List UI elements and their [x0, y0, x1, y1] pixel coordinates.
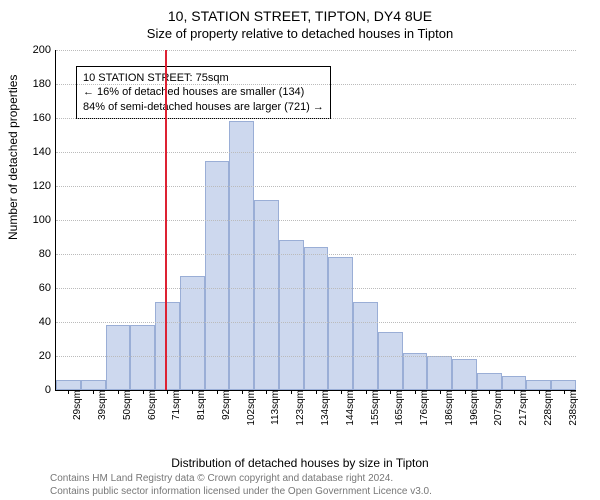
histogram-bar [427, 356, 452, 390]
histogram-bar [502, 376, 527, 390]
y-tick-label: 100 [33, 214, 56, 226]
x-tick-label: 60sqm [143, 390, 158, 420]
histogram-bar [81, 380, 106, 390]
y-tick-label: 60 [39, 282, 56, 294]
histogram-bar [378, 332, 403, 390]
gridline [56, 322, 576, 323]
histogram-bar [254, 200, 279, 390]
x-tick-label: 196sqm [465, 390, 480, 426]
title-line1: 10, STATION STREET, TIPTON, DY4 8UE [0, 8, 600, 24]
annotation-line3: 84% of semi-detached houses are larger (… [83, 100, 324, 114]
page-root: 10, STATION STREET, TIPTON, DY4 8UE Size… [0, 0, 600, 500]
x-tick-label: 155sqm [366, 390, 381, 426]
attribution-line1: Contains HM Land Registry data © Crown c… [50, 473, 432, 486]
x-tick-label: 92sqm [217, 390, 232, 420]
histogram-bar [328, 257, 353, 390]
y-axis-label: Number of detached properties [6, 75, 20, 240]
x-tick-label: 81sqm [192, 390, 207, 420]
gridline [56, 50, 576, 51]
title-block: 10, STATION STREET, TIPTON, DY4 8UE Size… [0, 0, 600, 41]
histogram-bar [180, 276, 205, 390]
y-tick-label: 160 [33, 112, 56, 124]
gridline [56, 186, 576, 187]
x-tick-label: 134sqm [316, 390, 331, 426]
title-line2: Size of property relative to detached ho… [0, 26, 600, 41]
x-tick-label: 123sqm [291, 390, 306, 426]
histogram-bar [452, 359, 477, 390]
x-tick-label: 71sqm [167, 390, 182, 420]
gridline [56, 84, 576, 85]
histogram-bar [304, 247, 329, 390]
x-tick-label: 207sqm [489, 390, 504, 426]
gridline [56, 220, 576, 221]
histogram-bar [353, 302, 378, 390]
annotation-line2: ← 16% of detached houses are smaller (13… [83, 85, 324, 99]
histogram-bar [130, 325, 155, 390]
y-tick-label: 40 [39, 316, 56, 328]
y-tick-label: 20 [39, 350, 56, 362]
y-tick-label: 80 [39, 248, 56, 260]
gridline [56, 254, 576, 255]
reference-marker-line [165, 50, 167, 390]
x-tick-label: 228sqm [539, 390, 554, 426]
histogram-bar [106, 325, 131, 390]
gridline [56, 288, 576, 289]
x-tick-label: 165sqm [390, 390, 405, 426]
histogram-bar [403, 353, 428, 390]
x-tick-label: 144sqm [341, 390, 356, 426]
x-tick-label: 217sqm [514, 390, 529, 426]
histogram-bar [551, 380, 576, 390]
x-tick-label: 39sqm [93, 390, 108, 420]
x-tick-label: 186sqm [440, 390, 455, 426]
histogram-bar [526, 380, 551, 390]
x-tick-label: 238sqm [564, 390, 579, 426]
y-tick-label: 180 [33, 78, 56, 90]
y-tick-label: 200 [33, 44, 56, 56]
histogram-bar [56, 380, 81, 390]
x-tick-label: 29sqm [68, 390, 83, 420]
x-tick-label: 50sqm [118, 390, 133, 420]
histogram-bar [279, 240, 304, 390]
x-tick-label: 176sqm [415, 390, 430, 426]
gridline [56, 118, 576, 119]
y-tick-label: 120 [33, 180, 56, 192]
gridline [56, 152, 576, 153]
histogram-bar [155, 302, 180, 390]
y-tick-label: 0 [45, 384, 56, 396]
attribution: Contains HM Land Registry data © Crown c… [50, 473, 432, 498]
y-tick-label: 140 [33, 146, 56, 158]
x-axis-label: Distribution of detached houses by size … [0, 456, 600, 470]
gridline [56, 356, 576, 357]
histogram-bar [229, 121, 254, 390]
x-tick-label: 113sqm [266, 390, 281, 425]
attribution-line2: Contains public sector information licen… [50, 486, 432, 499]
x-tick-label: 102sqm [242, 390, 257, 426]
histogram-bar [477, 373, 502, 390]
chart-plot-area: 10 STATION STREET: 75sqm ← 16% of detach… [55, 50, 576, 391]
annotation-box: 10 STATION STREET: 75sqm ← 16% of detach… [76, 66, 331, 119]
